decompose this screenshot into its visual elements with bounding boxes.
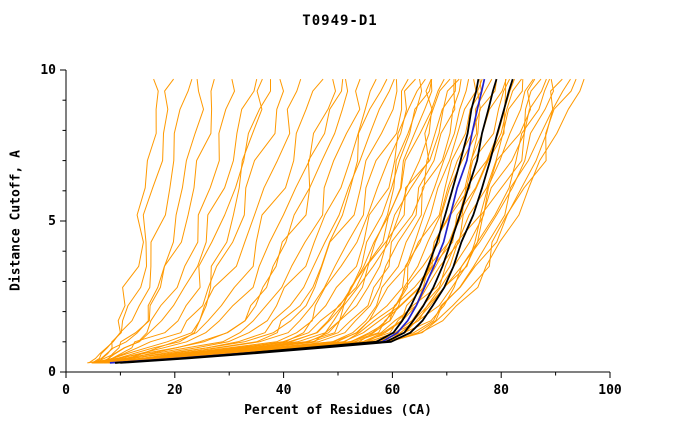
y-tick-label: 10 bbox=[40, 63, 56, 78]
model-curve bbox=[96, 78, 284, 364]
model-curve bbox=[92, 79, 423, 364]
model-curve bbox=[91, 79, 456, 364]
curve-layer bbox=[87, 78, 585, 364]
x-tick-label: 0 bbox=[62, 383, 70, 398]
model-curve bbox=[92, 78, 361, 364]
model-curves bbox=[87, 78, 585, 364]
y-tick-label: 0 bbox=[48, 365, 56, 380]
model-curve bbox=[97, 78, 483, 364]
model-curve bbox=[96, 78, 263, 364]
model-curve bbox=[111, 79, 433, 364]
model-curve bbox=[99, 78, 416, 364]
model-curve bbox=[93, 79, 398, 364]
best-curves bbox=[114, 78, 514, 364]
model-curve bbox=[92, 78, 159, 364]
model-curve bbox=[107, 79, 482, 364]
model-curve bbox=[110, 78, 324, 364]
model-curve bbox=[92, 78, 571, 364]
model-curve bbox=[94, 78, 445, 364]
x-tick-label: 60 bbox=[385, 383, 401, 398]
y-axis-label: Distance Cutoff, A bbox=[8, 150, 24, 291]
model-curve bbox=[99, 78, 585, 364]
model-curve bbox=[98, 78, 175, 364]
model-curve bbox=[100, 78, 522, 364]
model-curve bbox=[99, 78, 336, 364]
model-curve bbox=[93, 78, 302, 364]
model-curve bbox=[88, 78, 193, 364]
model-curve bbox=[87, 79, 344, 364]
model-curve bbox=[104, 78, 460, 364]
model-curve bbox=[110, 78, 388, 364]
x-tick-label: 40 bbox=[276, 383, 292, 398]
x-tick-label: 100 bbox=[598, 383, 622, 398]
model-curve bbox=[93, 78, 534, 364]
x-axis-label: Percent of Residues (CA) bbox=[244, 403, 432, 418]
model-curve bbox=[100, 78, 377, 364]
best-curve bbox=[115, 78, 498, 364]
best-curve bbox=[120, 78, 514, 364]
x-tick-label: 80 bbox=[493, 383, 509, 398]
model-curve bbox=[102, 79, 204, 364]
chart-title: T0949-D1 bbox=[302, 13, 378, 29]
model-curve bbox=[97, 78, 507, 364]
model-curve bbox=[93, 78, 215, 364]
x-tick-label: 20 bbox=[167, 383, 183, 398]
model-curve bbox=[102, 79, 271, 364]
model-curve bbox=[94, 78, 258, 364]
best-curve bbox=[114, 78, 480, 364]
y-tick-label: 5 bbox=[48, 214, 56, 229]
